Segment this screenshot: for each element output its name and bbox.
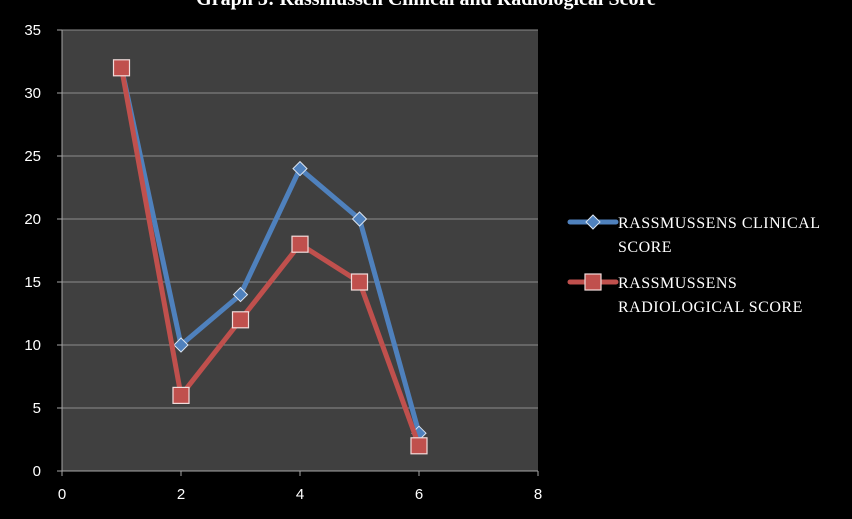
y-tick-label: 20 [24,211,41,228]
x-tick-label: 8 [534,486,542,503]
y-tick-label: 5 [33,400,41,417]
data-point [172,386,190,404]
y-tick-label: 15 [24,274,41,291]
legend-label: RASSMUSSENS [618,275,737,292]
data-point [112,59,131,77]
x-tick-label: 2 [177,486,185,503]
data-point [292,160,308,177]
legend-label: SCORE [618,239,672,256]
series-line-2 [119,65,422,449]
legend-marker [585,214,601,230]
y-tick-label: 30 [24,85,41,102]
chart-title: Graph 3: Rassmussen Clinical and Radiolo… [0,0,852,11]
y-tick-label: 25 [24,148,41,165]
y-tick-label: 10 [24,337,41,354]
data-point [173,337,189,353]
legend-marker [584,273,602,291]
x-tick-label: 0 [58,486,66,503]
data-point [232,286,249,303]
y-tick-label: 0 [33,463,41,480]
legend-label: RASSMUSSENS CLINICAL [618,215,820,232]
data-point [410,437,428,455]
x-tick-label: 4 [296,486,304,503]
data-point [351,211,368,227]
data-point [291,235,309,253]
data-point [231,311,250,329]
data-point [350,273,369,291]
legend-label: RADIOLOGICAL SCORE [618,299,803,316]
y-tick-label: 35 [24,22,41,39]
x-tick-label: 6 [415,486,423,503]
legend: RASSMUSSENS CLINICAL SCORE RASSMUSSENS RADI… [567,214,820,316]
series-line-1 [119,65,422,436]
